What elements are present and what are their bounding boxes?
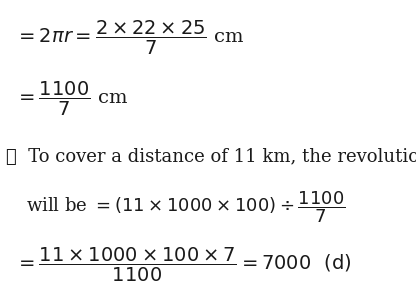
Text: $= 2\pi r = \dfrac{2 \times 22 \times 25}{7}$ cm: $= 2\pi r = \dfrac{2 \times 22 \times 25… [15,19,244,57]
Text: $= \dfrac{1100}{7}$ cm: $= \dfrac{1100}{7}$ cm [15,80,128,118]
Text: ∴  To cover a distance of 11 km, the revolutions: ∴ To cover a distance of 11 km, the revo… [6,148,416,166]
Text: $= \dfrac{11 \times 1000 \times 100 \times 7}{1100} = 7000\ \ \mathrm{(d)}$: $= \dfrac{11 \times 1000 \times 100 \tim… [15,246,351,284]
Text: will be $= (11 \times 1000 \times 100) \div \dfrac{1100}{7}$: will be $= (11 \times 1000 \times 100) \… [27,189,346,225]
